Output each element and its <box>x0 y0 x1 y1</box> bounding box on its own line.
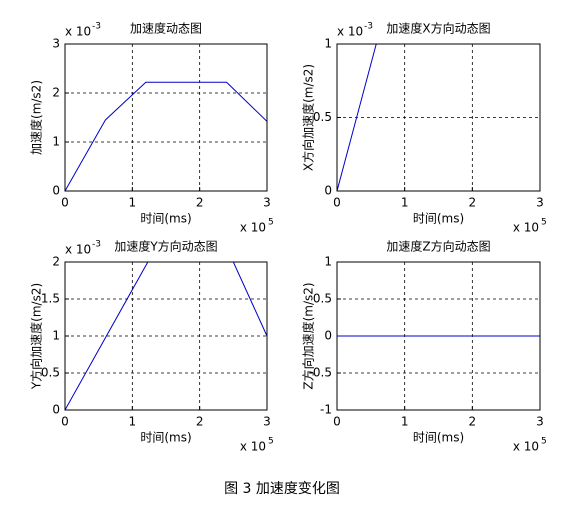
y-tick-label: 0 <box>52 403 60 417</box>
y-tick-label: 3 <box>52 37 60 51</box>
y-multiplier: x 10 <box>65 243 91 257</box>
axes-box <box>336 261 541 411</box>
y-tick-label: 0.5 <box>313 292 332 306</box>
y-tick-label: 1.5 <box>41 292 60 306</box>
x-tick-label: 3 <box>263 415 271 429</box>
x-multiplier-exponent: 5 <box>541 218 547 228</box>
x-tick-label: 1 <box>401 415 409 429</box>
x-multiplier: x 10 <box>240 221 266 235</box>
y-tick-label: -1 <box>320 403 332 417</box>
y-axis-label: Y方向加速度(m/s2) <box>29 283 44 390</box>
x-tick-label: 2 <box>196 415 204 429</box>
x-tick-label: 3 <box>536 415 544 429</box>
chart-title: 加速度Z方向动态图 <box>386 239 490 254</box>
chart-title: 加速度Y方向动态图 <box>114 239 217 254</box>
x-tick-label: 3 <box>263 196 271 210</box>
y-axis-label: 加速度(m/s2) <box>29 80 44 155</box>
y-multiplier: x 10 <box>337 25 363 39</box>
x-axis-label: 时间(ms) <box>413 431 464 445</box>
y-tick-label: 0.5 <box>313 110 332 124</box>
y-axis-label: X方向加速度(m/s2) <box>301 64 316 171</box>
x-multiplier-exponent: 5 <box>268 437 274 447</box>
x-tick-label: 2 <box>469 196 477 210</box>
plot-area <box>65 44 267 191</box>
axes-box <box>336 43 541 192</box>
y-tick-label: 1 <box>324 255 332 269</box>
y-tick-label: 2 <box>52 255 60 269</box>
x-axis-label: 时间(ms) <box>140 212 191 226</box>
data-line <box>337 44 377 191</box>
axes-box <box>64 43 268 192</box>
y-tick-label: 0.5 <box>41 366 60 380</box>
y-tick-label: 1 <box>324 37 332 51</box>
x-tick-label: 0 <box>61 196 69 210</box>
data-line <box>65 81 267 191</box>
x-tick-label: 0 <box>61 415 69 429</box>
x-multiplier-exponent: 5 <box>268 218 274 228</box>
chart-title: 加速度动态图 <box>130 21 202 36</box>
y-tick-label: 0 <box>324 329 332 343</box>
x-tick-label: 0 <box>333 415 341 429</box>
x-tick-label: 1 <box>401 196 409 210</box>
x-tick-label: 1 <box>129 415 137 429</box>
x-tick-label: 2 <box>196 196 204 210</box>
y-tick-label: 1 <box>52 135 60 149</box>
y-multiplier-exponent: -3 <box>92 22 101 32</box>
figure-caption: 图 3 加速度变化图 <box>224 481 340 497</box>
x-tick-label: 1 <box>129 196 137 210</box>
x-multiplier: x 10 <box>513 221 539 235</box>
chart-title: 加速度X方向动态图 <box>386 21 490 36</box>
x-tick-label: 0 <box>333 196 341 210</box>
data-line <box>65 262 267 410</box>
x-tick-label: 2 <box>469 415 477 429</box>
x-multiplier: x 10 <box>240 440 266 454</box>
y-tick-label: 0 <box>52 184 60 198</box>
x-axis-label: 时间(ms) <box>140 431 191 445</box>
y-multiplier-exponent: -3 <box>364 22 373 32</box>
x-multiplier-exponent: 5 <box>541 437 547 447</box>
x-tick-label: 3 <box>536 196 544 210</box>
y-tick-label: 0 <box>324 184 332 198</box>
y-axis-label: Z方向加速度(m/s2) <box>301 282 316 389</box>
y-tick-label: 2 <box>52 86 60 100</box>
axes-box <box>64 261 268 411</box>
x-axis-label: 时间(ms) <box>413 212 464 226</box>
x-multiplier: x 10 <box>513 440 539 454</box>
y-tick-label: 1 <box>52 329 60 343</box>
y-multiplier: x 10 <box>65 25 91 39</box>
y-tick-label: -0.5 <box>309 366 332 380</box>
y-multiplier-exponent: -3 <box>92 240 101 250</box>
